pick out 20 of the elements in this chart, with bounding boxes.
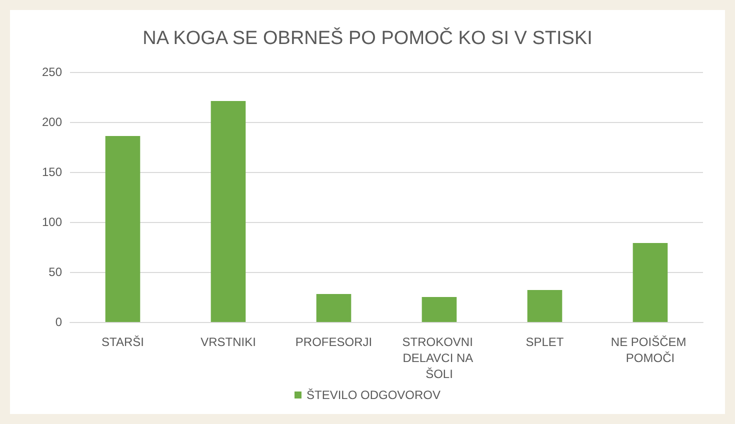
y-tick-label: 0 xyxy=(55,315,62,329)
bar xyxy=(527,290,562,322)
y-tick-label: 50 xyxy=(48,265,62,279)
y-tick-label: 250 xyxy=(42,65,62,79)
x-tick-label: VRSTNIKI xyxy=(200,335,256,349)
bar xyxy=(105,136,140,322)
bar xyxy=(210,101,246,322)
bar xyxy=(422,297,457,322)
x-tick-label: STROKOVNI DELAVCI NA ŠOLI xyxy=(402,335,476,381)
bar xyxy=(632,243,668,322)
chart-title: NA KOGA SE OBRNEŠ PO POMOČ KO SI V STISKI xyxy=(142,27,592,49)
y-tick-label: 200 xyxy=(42,115,62,129)
x-tick-label: SPLET xyxy=(526,335,564,349)
legend-label: ŠTEVILO ODGOVOROV xyxy=(306,388,441,402)
y-tick-label: 150 xyxy=(42,165,62,179)
y-tick-label: 100 xyxy=(42,215,62,229)
x-tick-label: PROFESORJI xyxy=(295,335,372,349)
bar xyxy=(316,294,352,322)
x-tick-label: STARŠI xyxy=(102,335,144,349)
x-tick-label: NE POIŠČEM POMOČI xyxy=(610,335,690,365)
